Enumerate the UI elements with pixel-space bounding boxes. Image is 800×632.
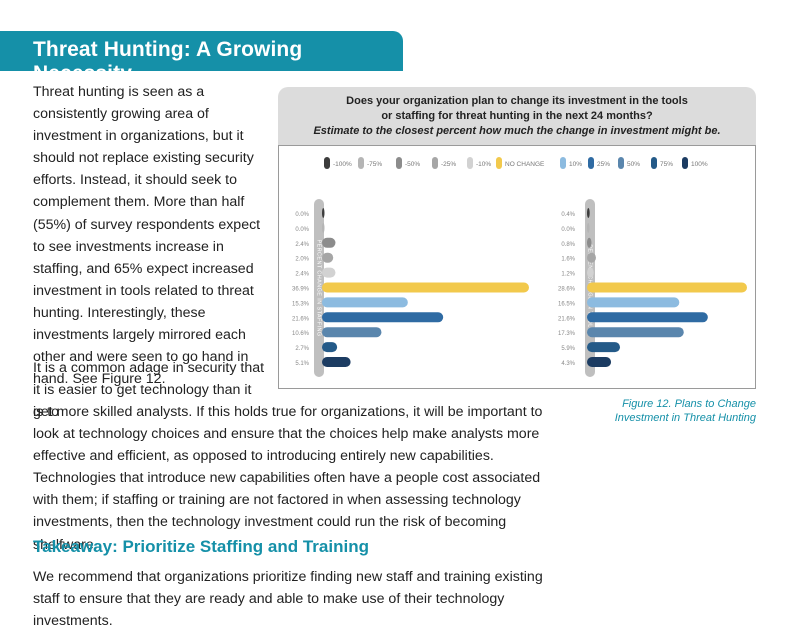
bar	[587, 357, 612, 367]
bar-value-label: 0.8%	[561, 242, 575, 248]
legend-swatch	[560, 157, 566, 169]
bar-value-label: 1.6%	[561, 257, 575, 263]
bar	[322, 222, 325, 233]
intro-paragraph: Threat hunting is seen as a consistently…	[33, 84, 261, 388]
legend-swatch	[682, 157, 688, 169]
bar	[587, 297, 680, 308]
legend-swatch	[324, 157, 330, 169]
question-line-3: Estimate to the closest percent how much…	[313, 125, 721, 137]
legend-swatch	[618, 157, 624, 169]
bar	[587, 327, 684, 338]
bar-value-label: 5.1%	[295, 361, 309, 367]
bar	[322, 208, 325, 218]
legend-swatch	[358, 157, 364, 169]
bar-value-label: 21.6%	[292, 316, 310, 322]
series-axis-pill	[314, 199, 324, 377]
page-title: Threat Hunting: A Growing Necessity	[33, 38, 303, 85]
legend-swatch	[396, 157, 402, 169]
legend-swatch	[588, 157, 594, 169]
series-name-label: PERCENT CHANGE IN STAFFING	[316, 240, 322, 337]
bar	[587, 208, 590, 218]
bar-value-label: 21.6%	[558, 316, 576, 322]
bar-value-label: 10.6%	[292, 331, 310, 337]
figure-question-header: Does your organization plan to change it…	[278, 87, 756, 145]
legend-label: 100%	[691, 161, 708, 168]
bar-value-label: 17.3%	[558, 331, 576, 337]
bar-value-label: 0.0%	[295, 227, 309, 233]
legend-label: 25%	[597, 161, 610, 168]
legend-label: -75%	[367, 161, 382, 168]
bar	[587, 342, 621, 353]
bar-value-label: 1.2%	[561, 272, 575, 278]
bar	[587, 312, 708, 323]
bar	[322, 342, 338, 353]
bar-value-label: 2.4%	[295, 242, 309, 248]
takeaway-heading: Takeaway: Prioritize Staffing and Traini…	[33, 537, 369, 556]
bar-value-label: 4.3%	[561, 361, 575, 367]
bar	[587, 222, 590, 233]
adage-paragraph-cont: get more skilled analysts. If this holds…	[33, 404, 543, 553]
bar	[587, 237, 592, 248]
bar-value-label: 0.0%	[295, 212, 309, 218]
bar	[322, 312, 444, 323]
legend-swatch	[496, 157, 502, 169]
takeaway-paragraph: We recommend that organizations prioriti…	[33, 569, 543, 630]
question-line-2: or staffing for threat hunting in the ne…	[381, 110, 653, 122]
bar	[322, 252, 334, 263]
bar-value-label: 15.3%	[292, 301, 310, 307]
bar-value-label: 0.4%	[561, 212, 575, 218]
legend-label: 75%	[660, 161, 673, 168]
bar	[322, 357, 351, 367]
bar	[587, 252, 596, 263]
bar-value-label: 0.0%	[561, 227, 575, 233]
bar	[322, 297, 408, 308]
bar	[322, 237, 336, 248]
chart-container: -100% -75% -50% -25% -10% NO CHANGE 10% 25% 50% 7…	[278, 145, 756, 389]
title-banner: Threat Hunting: A Growing Necessity	[0, 31, 403, 85]
figure-caption: Figure 12. Plans to Change Investment in…	[614, 398, 756, 424]
legend-label: -100%	[333, 161, 352, 168]
legend-label: 50%	[627, 161, 640, 168]
legend-label: -50%	[405, 161, 420, 168]
bar-value-label: 2.0%	[295, 257, 309, 263]
bar	[587, 267, 594, 278]
legend-swatch	[432, 157, 438, 169]
legend-label: 10%	[569, 161, 582, 168]
legend-swatch	[467, 157, 473, 169]
bar	[322, 327, 382, 338]
bar	[322, 267, 336, 278]
bar	[587, 282, 747, 293]
bar-value-label: 2.7%	[295, 346, 309, 352]
legend-label: NO CHANGE	[505, 161, 545, 168]
legend-label: -10%	[476, 161, 491, 168]
bar-value-label: 16.5%	[558, 301, 576, 307]
legend-swatch	[651, 157, 657, 169]
bar	[322, 282, 529, 293]
bar-value-label: 36.9%	[292, 287, 310, 293]
bar-value-label: 2.4%	[295, 272, 309, 278]
legend-label: -25%	[441, 161, 456, 168]
bar-chart: -100% -75% -50% -25% -10% NO CHANGE 10% 25% 50% 7…	[292, 157, 747, 377]
adage-paragraph-start: It is a common adage in security that it…	[33, 360, 265, 421]
bar-value-label: 28.6%	[558, 287, 576, 293]
bar-value-label: 5.9%	[561, 346, 575, 352]
question-line-1: Does your organization plan to change it…	[346, 95, 688, 107]
